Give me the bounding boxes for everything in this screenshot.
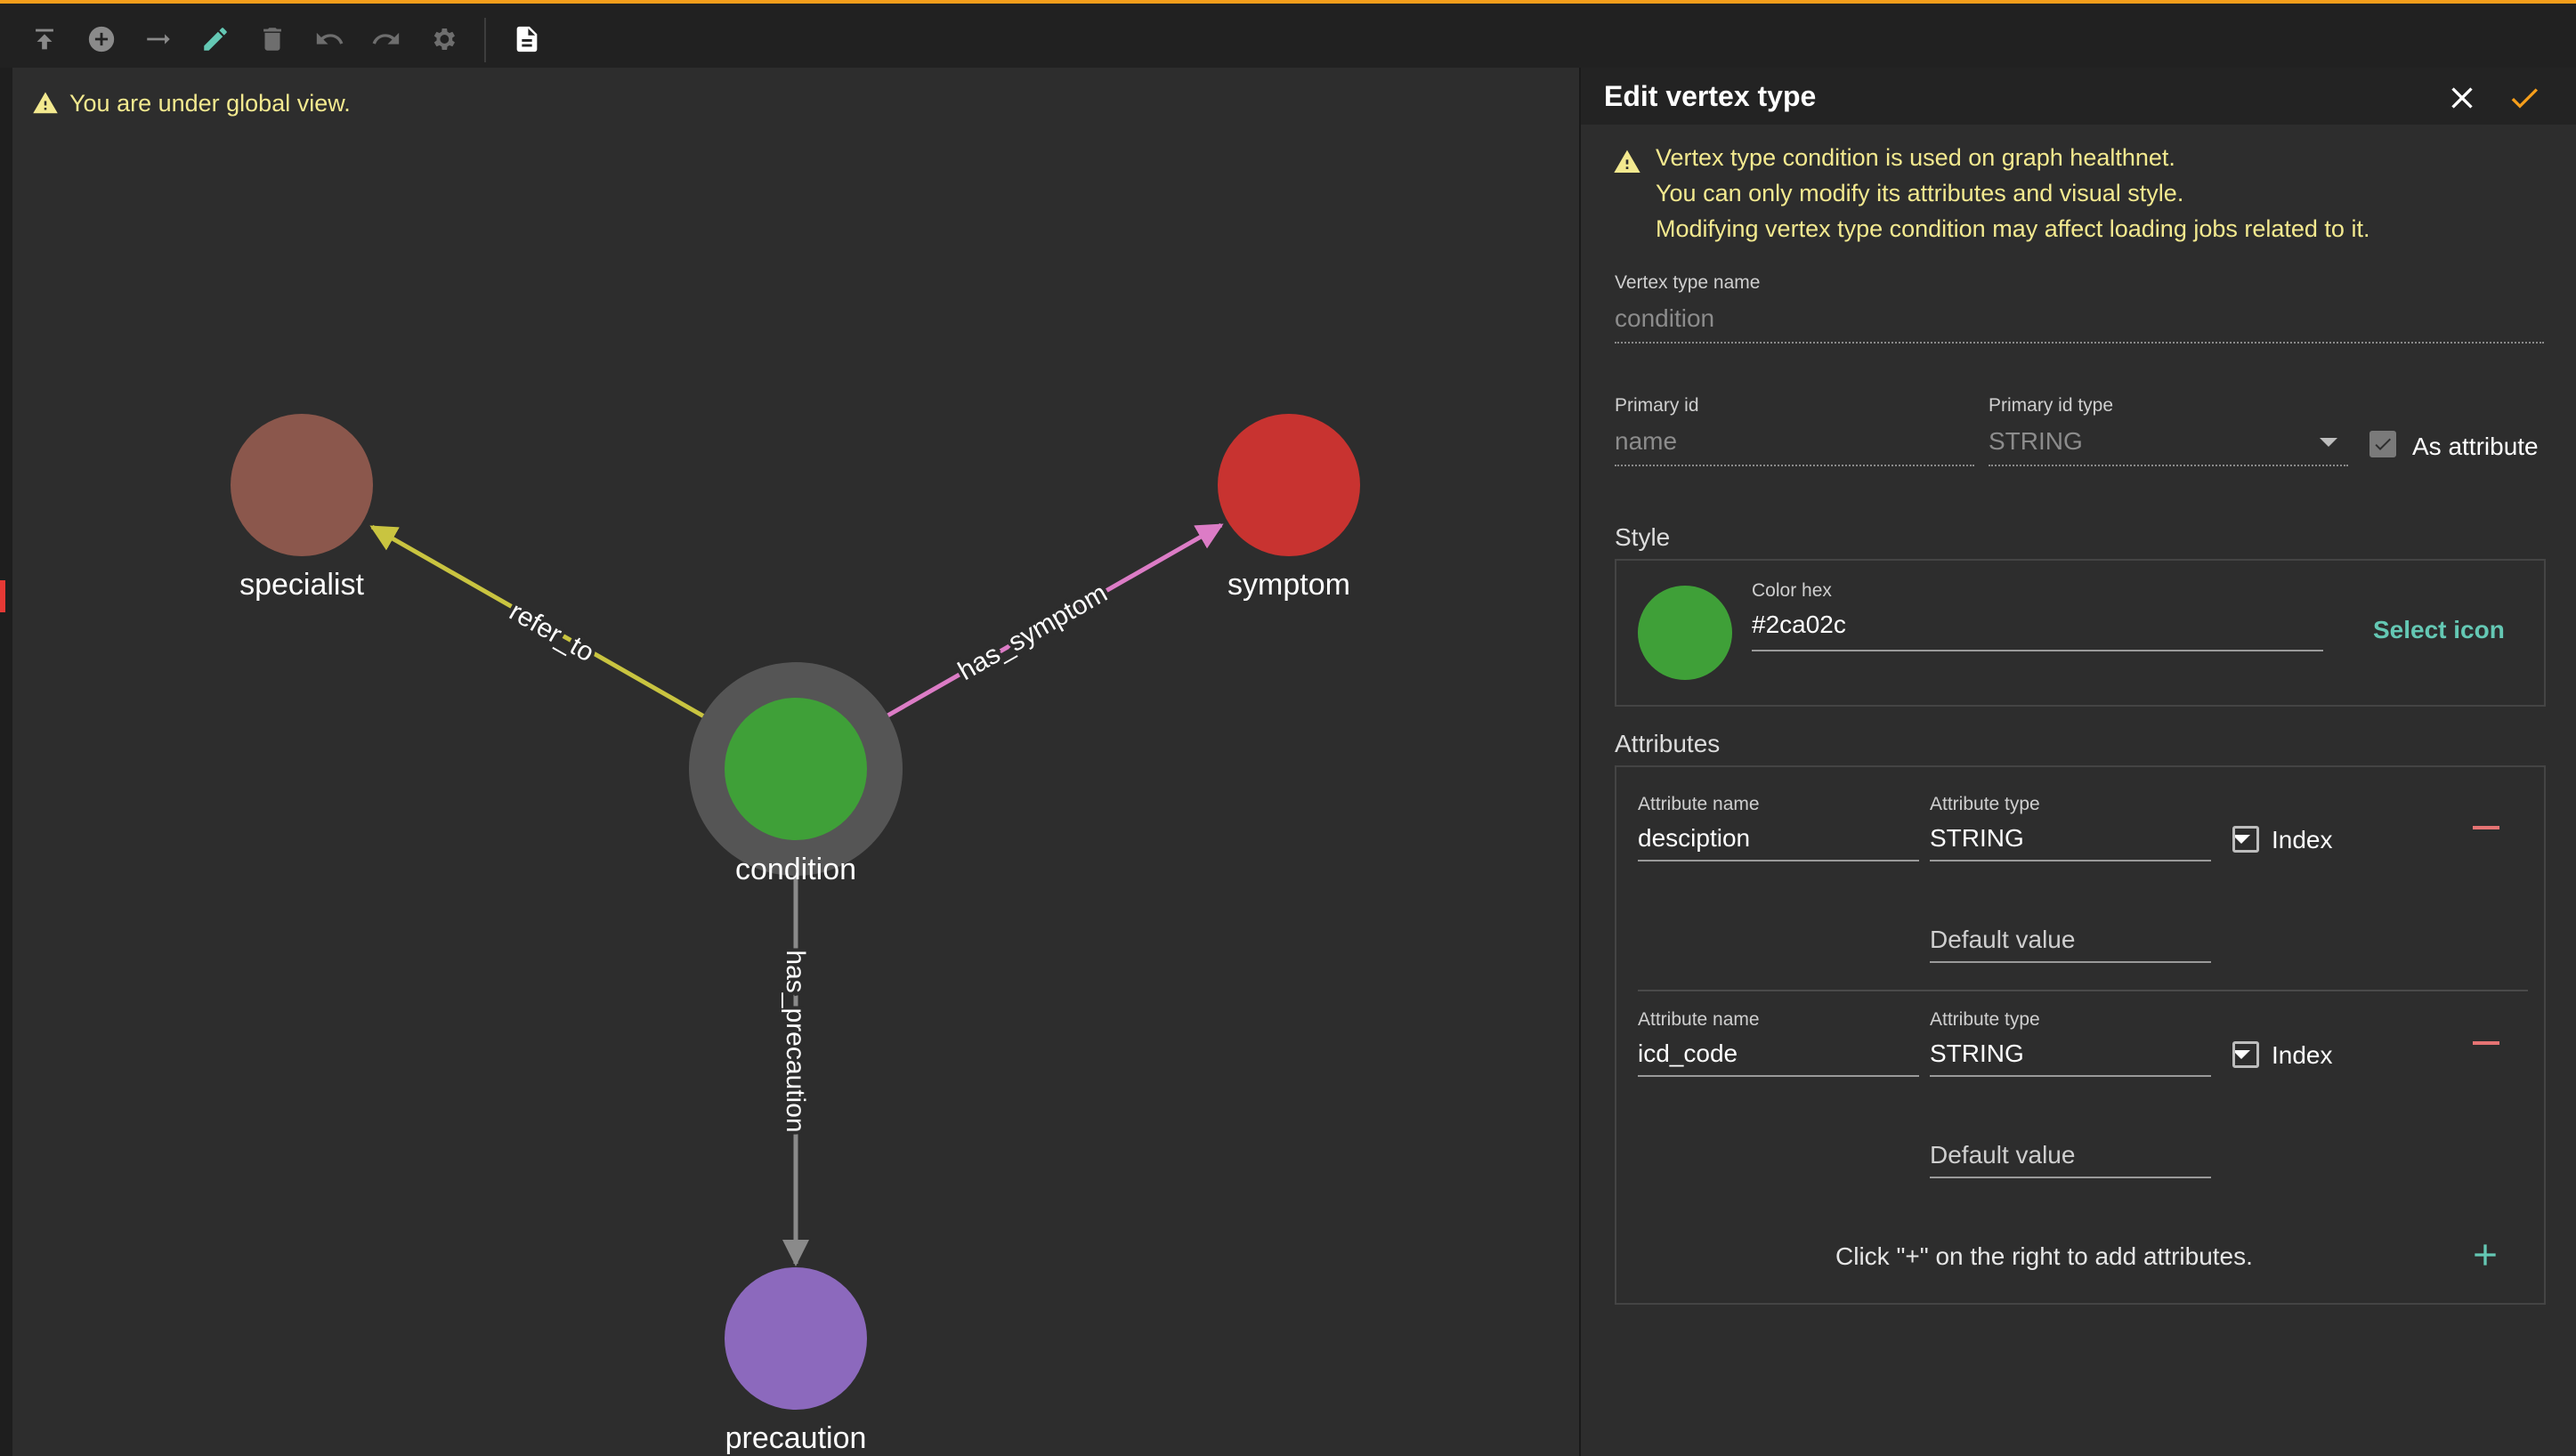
warning-icon [1614,150,1640,173]
close-icon [2451,87,2473,109]
chevron-down-icon[interactable] [2232,835,2250,844]
color-hex-underline [1752,650,2323,651]
add-attributes-hint: Click "+" on the right to add attributes… [1835,1242,2253,1270]
warning-line-1: Vertex type condition is used on graph h… [1656,144,2175,171]
attributes-title: Attributes [1615,730,1721,757]
check-icon [2375,438,2391,450]
global-view-warning-text: You are under global view. [69,89,351,117]
delete-icon[interactable] [255,21,290,57]
vertex-specialist[interactable] [231,414,373,556]
attribute-name-input[interactable]: icd_code [1638,1039,1738,1067]
attribute-type-label: Attribute type [1930,1009,2040,1030]
attribute-name-label: Attribute name [1638,1009,1760,1030]
attribute-name-label: Attribute name [1638,794,1760,814]
edge-label-has-precaution: has_precaution [781,950,810,1132]
vertex-precaution[interactable] [725,1267,867,1410]
attribute-name-input[interactable]: desciption [1638,824,1751,852]
settings-icon[interactable] [425,21,461,57]
attribute-name-underline [1638,860,1919,861]
primary-id-type-select[interactable]: STRING [1989,427,2083,455]
panel-header: Edit vertex type [1581,68,2576,125]
index-checkbox[interactable] [2232,1041,2259,1068]
attribute-divider [1638,990,2528,991]
schema-graph[interactable]: refer_to has_symptom has_precaution spec… [0,0,1579,1456]
global-view-warning: You are under global view. [32,85,351,121]
vertex-type-name-input[interactable]: condition [1615,304,1715,332]
document-icon[interactable] [509,21,545,57]
add-attribute-button[interactable] [2467,1237,2503,1273]
as-attribute-label: As attribute [2412,433,2539,460]
remove-attribute-button[interactable] [2473,826,2499,829]
style-box: Color hex #2ca02c Select icon [1615,559,2546,707]
edit-vertex-panel: Edit vertex type Vertex type condition i… [1579,68,2576,1456]
edge-has-symptom[interactable] [856,522,1224,735]
chevron-down-icon[interactable] [2320,438,2337,447]
attribute-type-select[interactable]: STRING [1930,824,2024,852]
attribute-name-underline [1638,1075,1919,1077]
primary-id-label: Primary id [1615,395,1699,416]
primary-id-type-underline [1989,465,2348,466]
attribute-type-underline [1930,1075,2211,1077]
vertex-label-precaution: precaution [725,1421,867,1455]
vertex-label-condition: condition [735,853,856,886]
close-button[interactable] [2444,80,2480,116]
vertex-label-symptom: symptom [1227,568,1350,602]
as-attribute-checkbox[interactable] [2369,431,2396,457]
attribute-type-select[interactable]: STRING [1930,1039,2024,1067]
confirm-button[interactable] [2507,80,2542,116]
warning-line-3: Modifying vertex type condition may affe… [1656,215,2370,242]
attributes-box: Attribute name desciption Attribute type… [1615,765,2546,1305]
default-value-input[interactable]: Default value [1930,1141,2076,1169]
left-indicator [0,580,5,612]
warning-icon [33,92,58,114]
undo-icon[interactable] [312,21,347,57]
primary-id-underline [1615,465,1974,466]
style-title: Style [1615,523,1671,551]
index-label: Index [2272,826,2333,853]
primary-id-type-label: Primary id type [1989,395,2114,416]
primary-id-input[interactable]: name [1615,427,1678,455]
index-label: Index [2272,1041,2333,1069]
vertex-label-specialist: specialist [239,568,364,602]
top-toolbar [0,0,2576,68]
attribute-type-label: Attribute type [1930,794,2040,814]
select-icon-button[interactable]: Select icon [2373,616,2505,643]
remove-attribute-button[interactable] [2473,1041,2499,1045]
warning-line-2: You can only modify its attributes and v… [1656,180,2184,206]
color-hex-input[interactable]: #2ca02c [1752,611,1846,638]
plus-icon [2475,1244,2496,1266]
color-hex-label: Color hex [1752,580,1832,601]
check-icon [2511,88,2538,109]
edit-icon[interactable] [198,21,233,57]
attribute-type-underline [1930,860,2211,861]
vertex-symptom[interactable] [1218,414,1360,556]
default-value-underline [1930,961,2211,963]
left-strip [0,68,12,1456]
vertex-condition[interactable] [725,698,867,840]
redo-icon[interactable] [369,21,404,57]
vertex-type-name-label: Vertex type name [1615,272,1761,293]
edge-refer-to[interactable] [369,524,737,737]
chevron-down-icon[interactable] [2232,1050,2250,1059]
index-checkbox[interactable] [2232,826,2259,853]
default-value-underline [1930,1177,2211,1178]
edge-label-has-symptom: has_symptom [953,578,1113,686]
add-edge-icon[interactable] [141,21,176,57]
default-value-input[interactable]: Default value [1930,926,2076,953]
vertex-type-name-underline [1615,342,2544,344]
upload-icon[interactable] [27,21,62,57]
panel-title: Edit vertex type [1604,80,1817,112]
toolbar-separator [484,18,486,62]
color-swatch[interactable] [1638,586,1732,680]
add-vertex-icon[interactable] [84,21,119,57]
edge-label-refer-to: refer_to [505,596,599,667]
